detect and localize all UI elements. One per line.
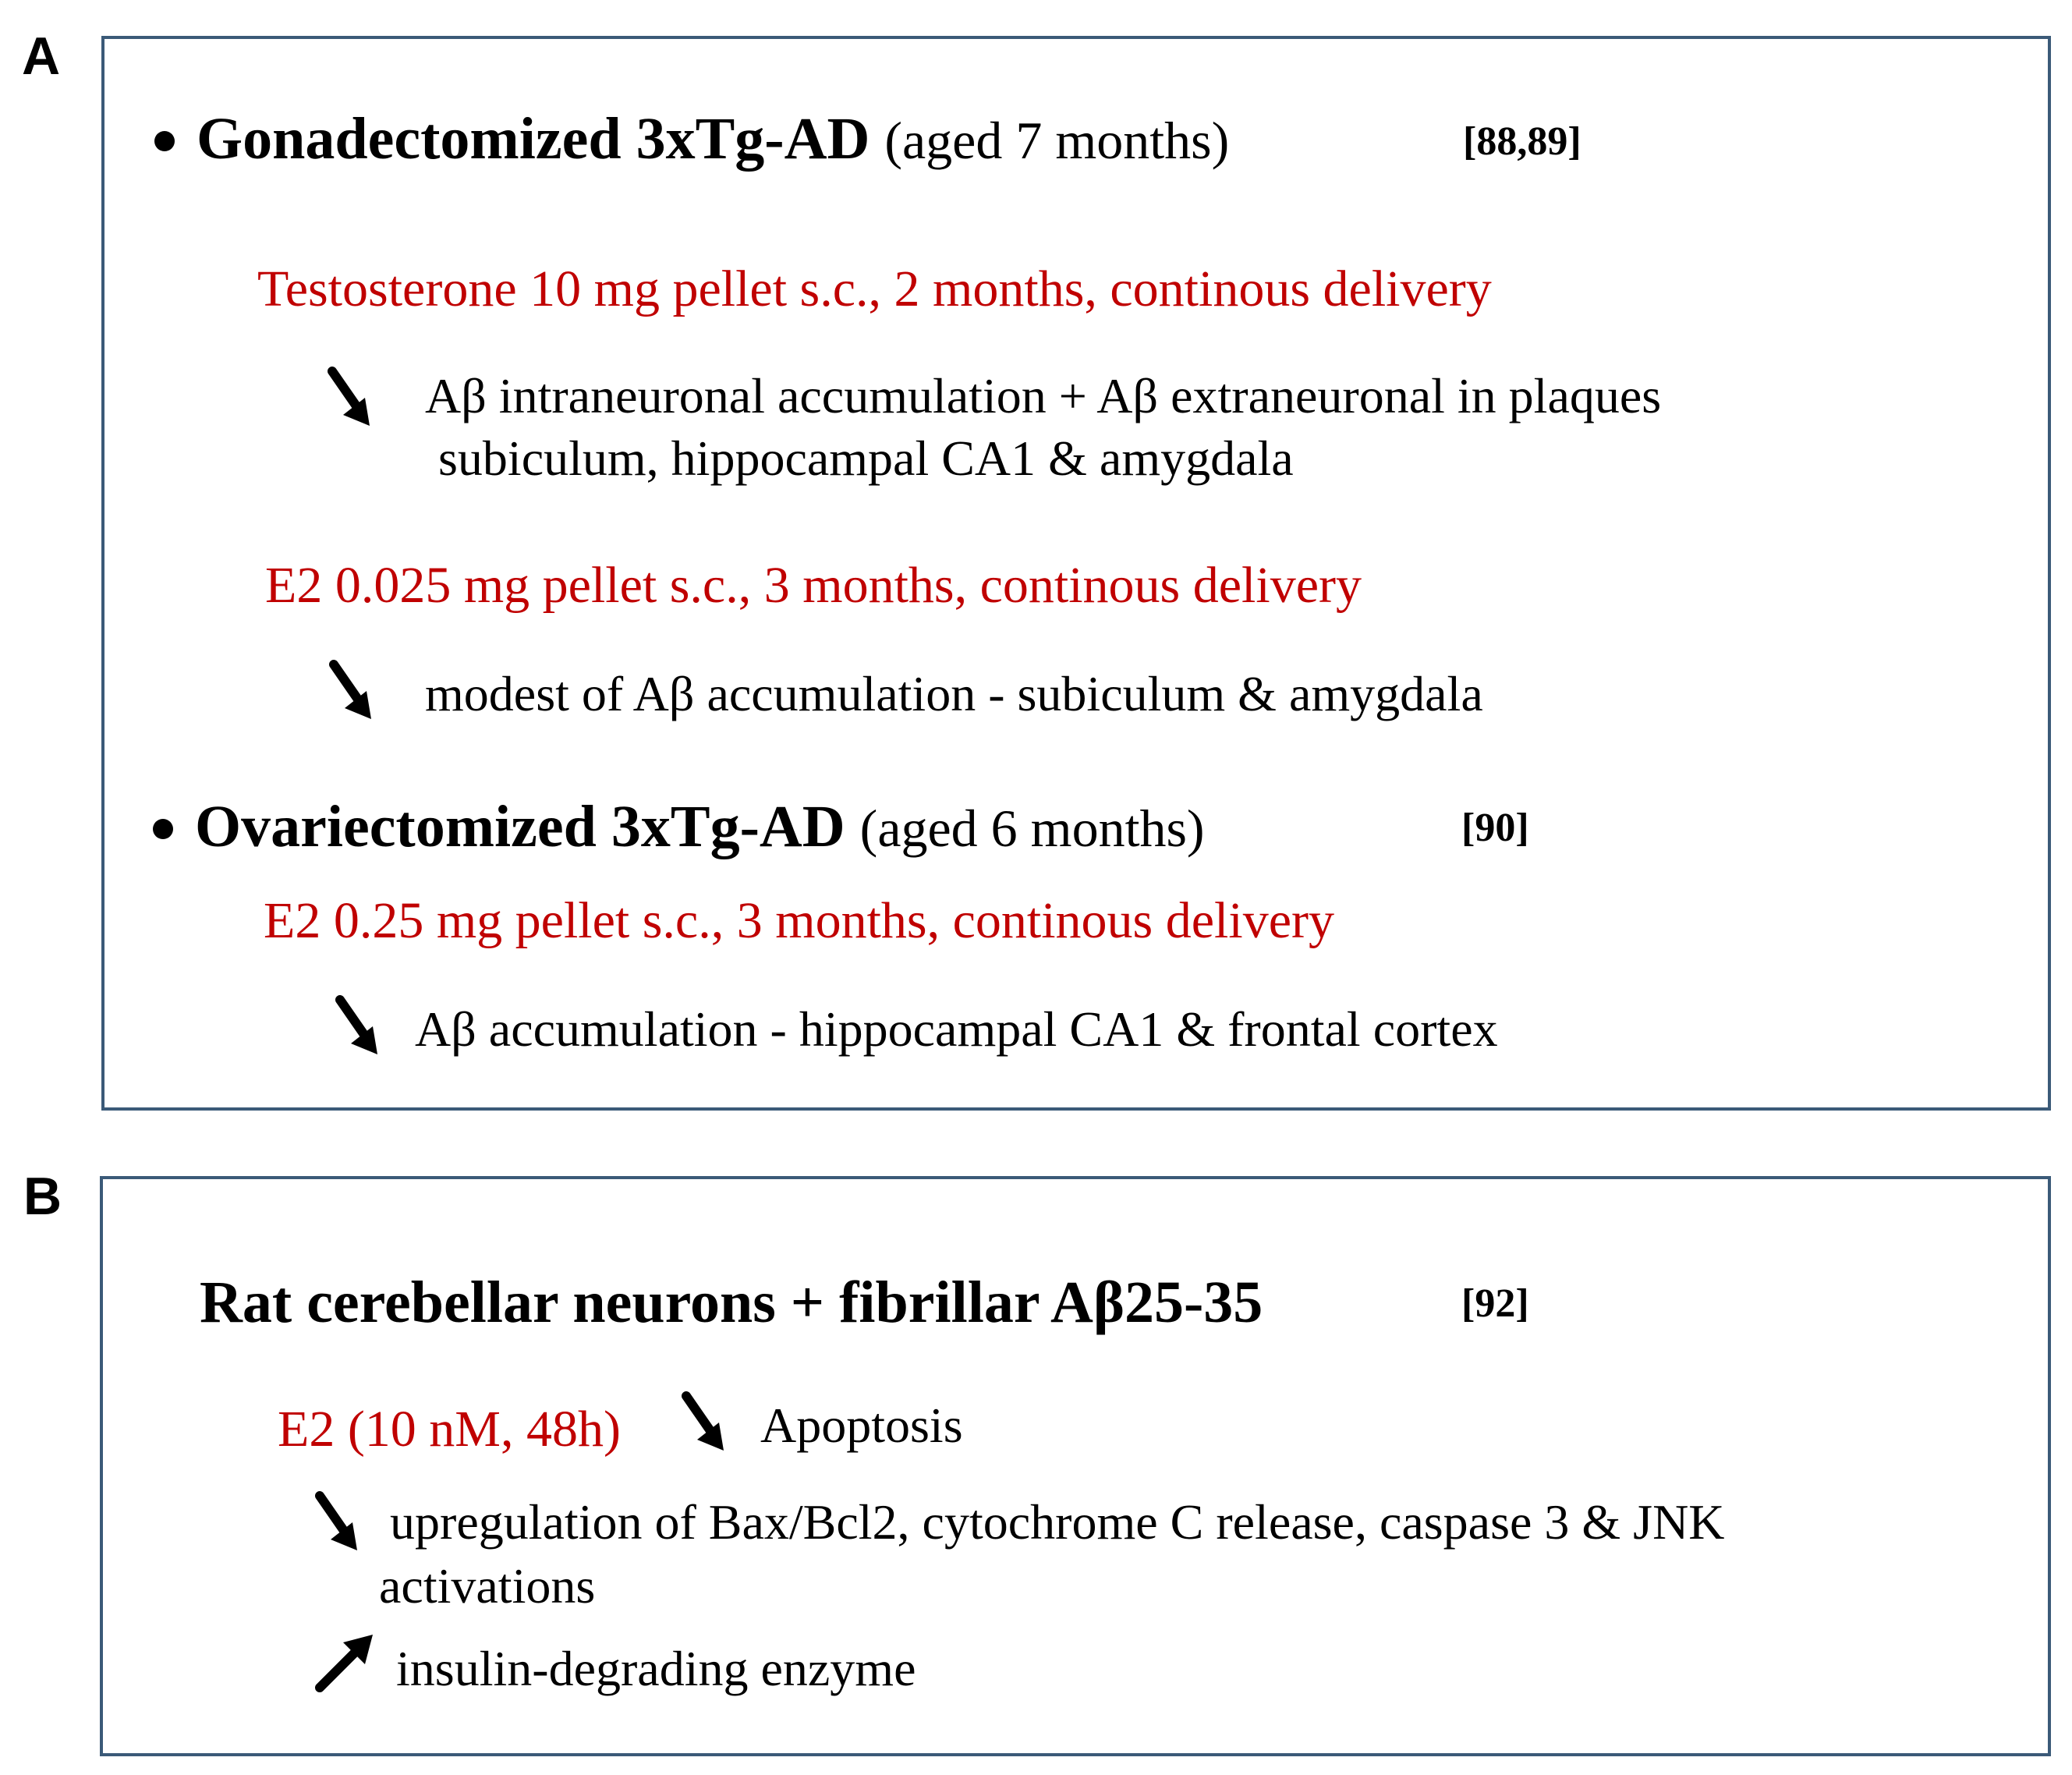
down-arrow-icon <box>335 995 377 1054</box>
up-arrow-icon <box>315 1635 373 1692</box>
group-title-gonadectomized: Gonadectomized 3xTg-AD (aged 7 months) <box>197 109 1229 168</box>
group-subtitle: (aged 6 months) <box>859 799 1205 858</box>
panel-letter-b: B <box>23 1167 62 1226</box>
effect-text: Aβ intraneuronal accumulation + Aβ extra… <box>425 368 1662 423</box>
effect-text: subiculum, hippocampal CA1 & amygdala <box>438 430 1294 486</box>
panel-b-title: Rat cerebellar neurons + fibrillar Aβ25-… <box>200 1270 1263 1335</box>
effect-text: insulin-degrading enzyme <box>396 1641 916 1696</box>
group-title-ovariectomized: Ovariectomized 3xTg-AD (aged 6 months) <box>195 797 1205 856</box>
down-arrow-icon <box>328 367 370 426</box>
treatment-dose: E2 (10 nM, 48h) <box>278 1401 621 1458</box>
bullet-icon <box>154 131 175 151</box>
group-subtitle: (aged 7 months) <box>884 111 1230 170</box>
down-arrow-icon <box>329 660 371 719</box>
treatment-dose: Testosterone 10 mg pellet s.c., 2 months… <box>257 260 1492 317</box>
panel-b-box <box>100 1176 2051 1756</box>
effect-text: Aβ accumulation - hippocampal CA1 & fron… <box>415 1001 1498 1057</box>
effect-text: Apoptosis <box>760 1398 963 1453</box>
effect-text: activations <box>379 1558 596 1614</box>
down-arrow-icon <box>315 1491 357 1550</box>
reference: [92] <box>1461 1281 1529 1326</box>
effect-text: upregulation of Bax/Bcl2, cytochrome C r… <box>390 1494 1725 1550</box>
effect-text: modest of Aβ accumulation - subiculum & … <box>425 666 1483 721</box>
panel-letter-a: A <box>22 27 61 86</box>
bullet-icon <box>153 819 173 839</box>
treatment-dose: E2 0.25 mg pellet s.c., 3 months, contin… <box>264 892 1334 949</box>
treatment-dose: E2 0.025 mg pellet s.c., 3 months, conti… <box>265 557 1362 614</box>
reference: [88,89] <box>1463 119 1581 164</box>
down-arrow-icon <box>682 1391 724 1451</box>
group-title-text: Gonadectomized 3xTg-AD <box>197 106 870 172</box>
group-title-text: Ovariectomized 3xTg-AD <box>195 794 845 859</box>
panel-a-box <box>101 36 2051 1111</box>
reference: [90] <box>1461 806 1529 850</box>
